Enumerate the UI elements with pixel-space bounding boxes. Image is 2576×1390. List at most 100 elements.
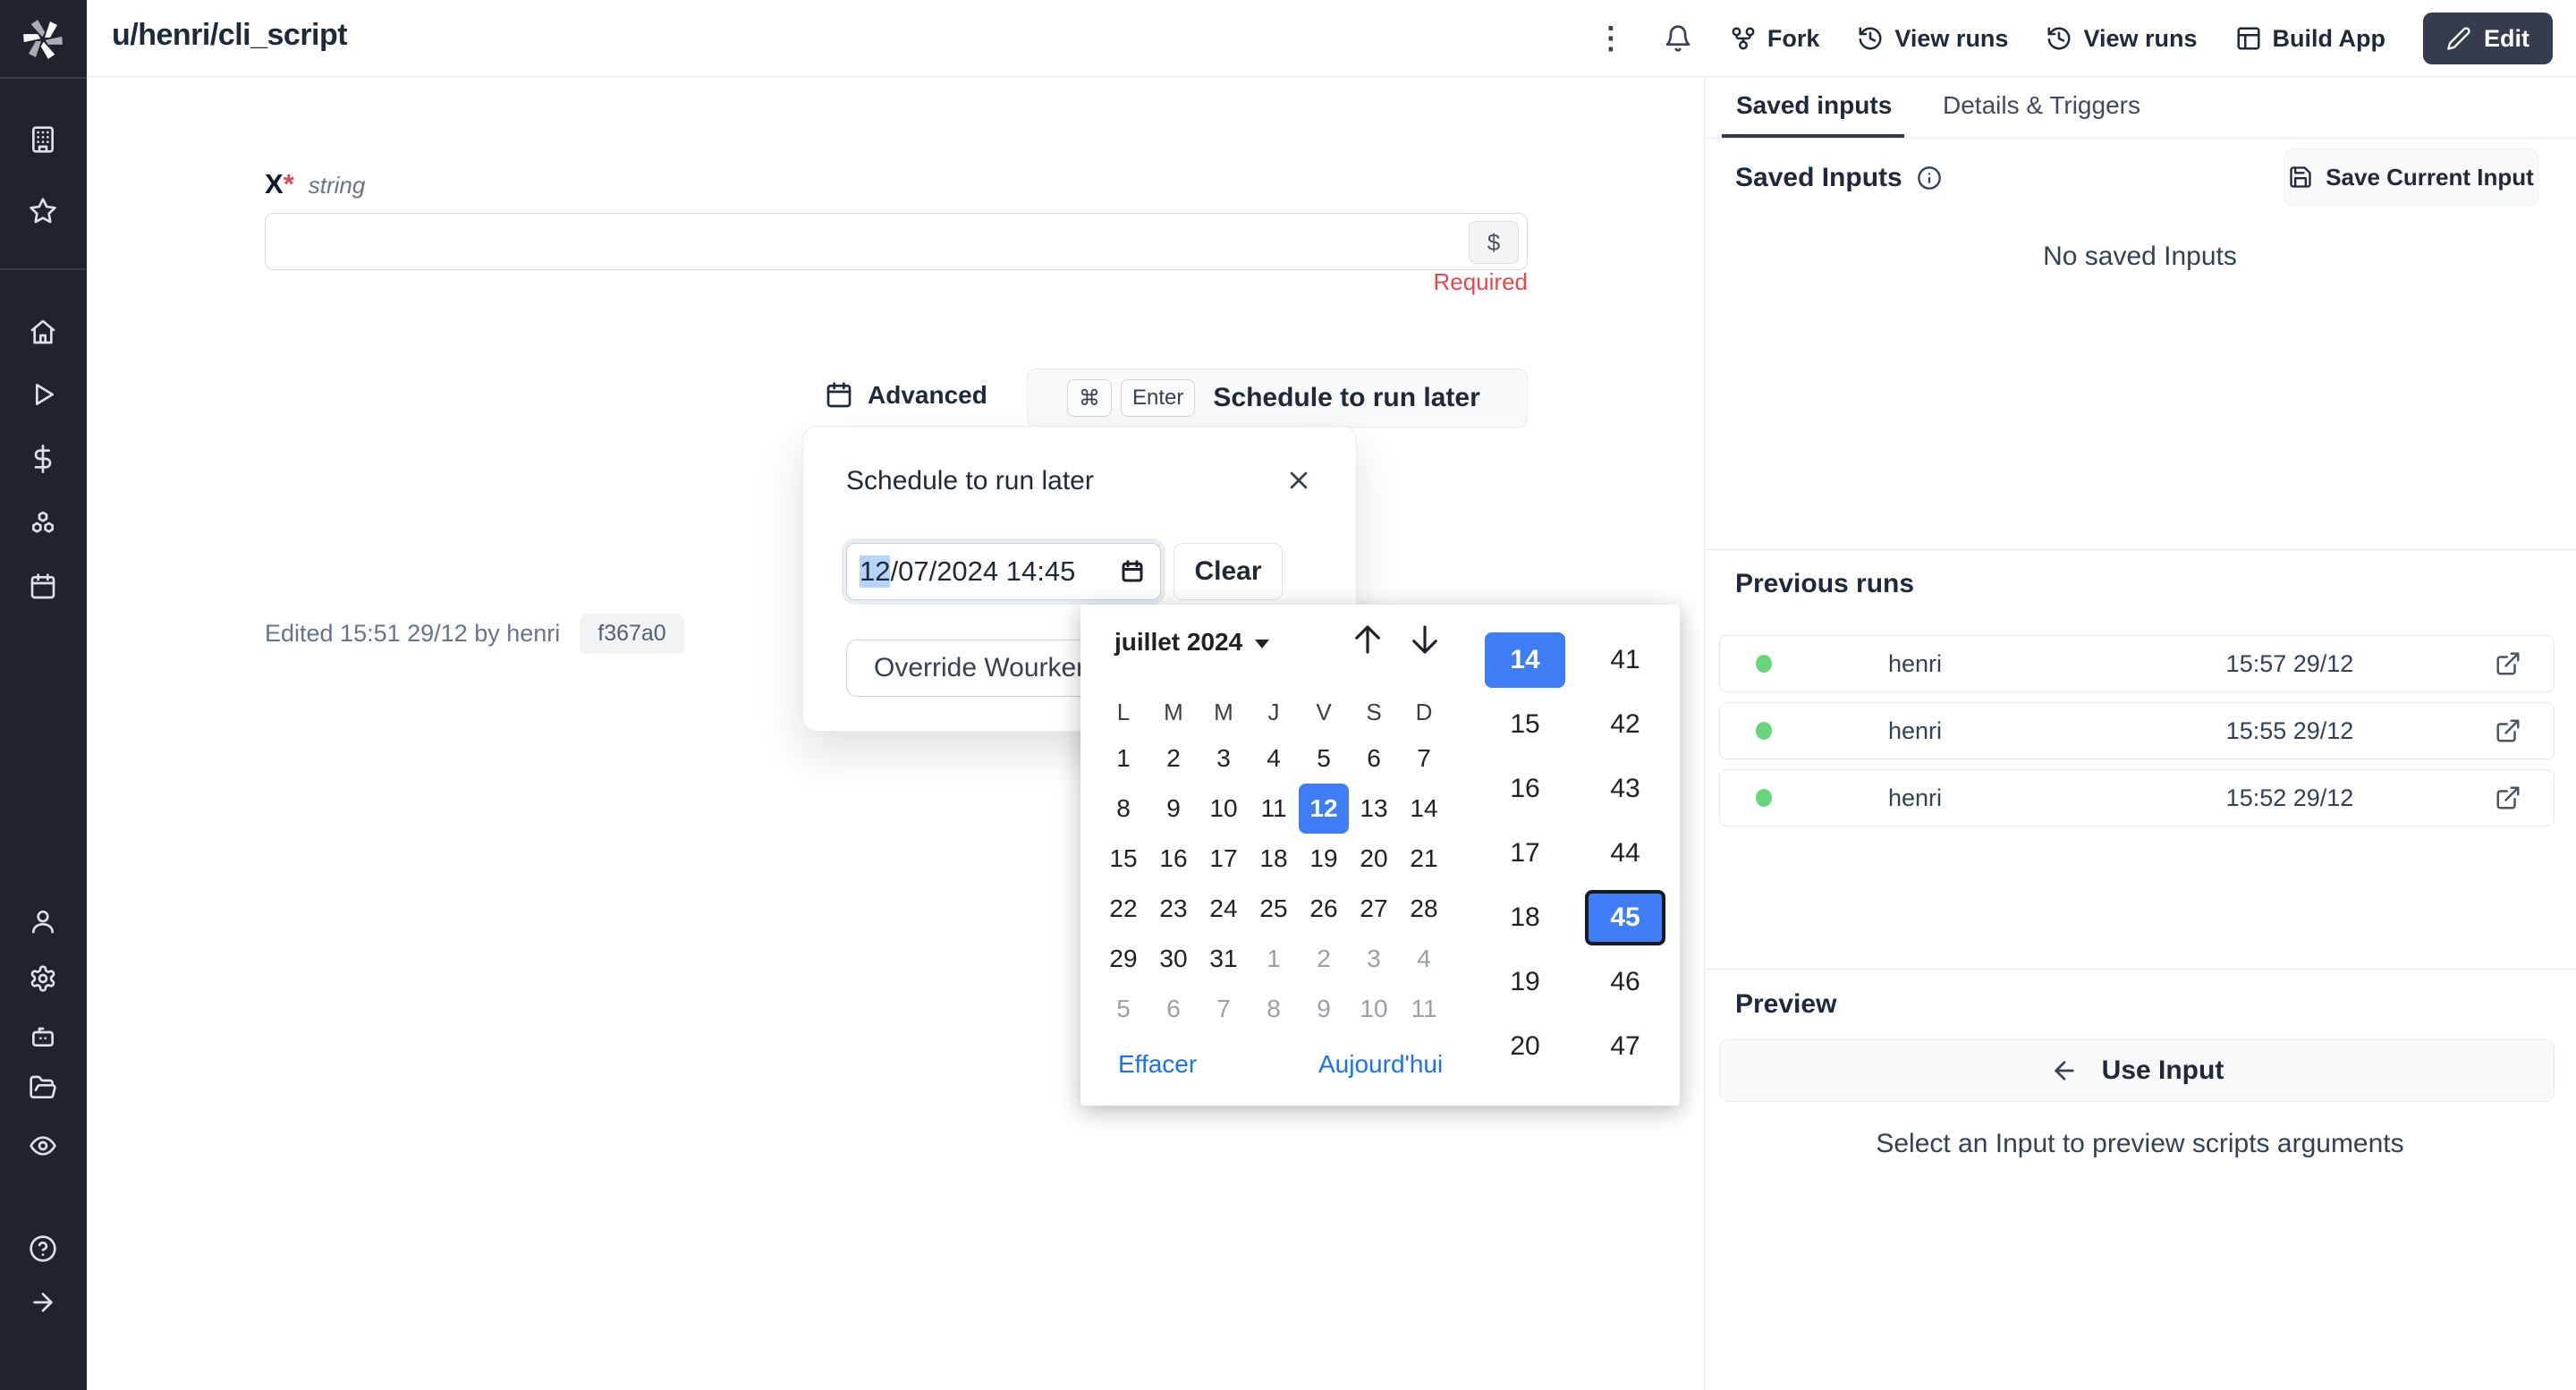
- save-current-input-button[interactable]: Save Current Input: [2284, 148, 2538, 206]
- previous-month-arrow-up-icon[interactable]: [1349, 619, 1386, 660]
- calendar-day[interactable]: 26: [1309, 894, 1338, 922]
- calendar-day[interactable]: 1: [1116, 744, 1131, 772]
- datetime-input[interactable]: 12 /07/2024 14:45: [846, 543, 1161, 600]
- calendar-day[interactable]: 9: [1166, 794, 1181, 822]
- calendar-day[interactable]: 20: [1360, 844, 1388, 872]
- calendar-day[interactable]: 8: [1267, 995, 1281, 1022]
- calendar-day[interactable]: 7: [1417, 744, 1431, 772]
- clear-button[interactable]: Clear: [1174, 543, 1283, 600]
- previous-run-row[interactable]: henri 15:55 29/12: [1719, 702, 2555, 759]
- minute-option[interactable]: 43: [1610, 774, 1640, 803]
- hour-option[interactable]: 16: [1510, 774, 1540, 803]
- calendar-day[interactable]: 13: [1360, 794, 1388, 822]
- calendar-day[interactable]: 5: [1317, 744, 1331, 772]
- calendar-day[interactable]: 27: [1360, 894, 1388, 922]
- previous-run-row[interactable]: henri 15:57 29/12: [1719, 635, 2555, 692]
- advanced-toggle[interactable]: Advanced: [825, 381, 987, 410]
- notifications-bell-icon[interactable]: [1664, 24, 1692, 53]
- runs-play-icon[interactable]: [29, 380, 57, 409]
- calendar-day[interactable]: 4: [1267, 744, 1281, 772]
- calendar-day[interactable]: 28: [1410, 894, 1438, 922]
- hour-option[interactable]: 20: [1510, 1031, 1540, 1061]
- folders-open-icon[interactable]: [29, 1073, 57, 1102]
- view-runs-button-1[interactable]: View runs: [1857, 25, 2008, 53]
- variable-picker-button[interactable]: $: [1469, 221, 1519, 264]
- home-icon[interactable]: [29, 318, 57, 346]
- calendar-day[interactable]: 16: [1159, 844, 1188, 872]
- more-menu-kebab-icon[interactable]: ⋮: [1595, 21, 1626, 55]
- calendar-day[interactable]: 15: [1109, 844, 1138, 872]
- users-person-icon[interactable]: [29, 907, 57, 936]
- hour-option-selected[interactable]: 14: [1485, 632, 1565, 688]
- calendar-day[interactable]: 10: [1360, 995, 1388, 1022]
- help-question-icon[interactable]: [29, 1234, 57, 1263]
- schedule-to-run-later-button[interactable]: ⌘ Enter Schedule to run later: [1027, 369, 1528, 428]
- workers-robot-icon[interactable]: [29, 1021, 57, 1050]
- expand-arrow-right-icon[interactable]: [29, 1288, 57, 1317]
- calendar-day[interactable]: 25: [1259, 894, 1288, 922]
- external-link-icon[interactable]: [2495, 784, 2521, 811]
- windmill-logo-icon[interactable]: [19, 15, 67, 64]
- minute-option[interactable]: 42: [1610, 709, 1640, 739]
- minute-option[interactable]: 44: [1610, 838, 1640, 868]
- calendar-day[interactable]: 6: [1367, 744, 1381, 772]
- minute-option[interactable]: 41: [1610, 645, 1640, 674]
- close-icon[interactable]: [1284, 466, 1313, 495]
- build-app-button[interactable]: Build App: [2235, 25, 2385, 53]
- edit-button[interactable]: Edit: [2423, 13, 2553, 64]
- calendar-day[interactable]: 8: [1116, 794, 1131, 822]
- calendar-day[interactable]: 19: [1309, 844, 1338, 872]
- fork-button[interactable]: Fork: [1730, 25, 1819, 53]
- calendar-clear-link[interactable]: Effacer: [1118, 1050, 1198, 1078]
- calendar-day[interactable]: 7: [1216, 995, 1231, 1022]
- calendar-day[interactable]: 30: [1159, 945, 1188, 972]
- next-month-arrow-down-icon[interactable]: [1406, 619, 1444, 660]
- view-runs-button-2[interactable]: View runs: [2046, 25, 2198, 53]
- minute-option-selected[interactable]: 45: [1585, 890, 1665, 945]
- month-dropdown[interactable]: juillet 2024: [1114, 628, 1270, 657]
- hour-option[interactable]: 18: [1510, 903, 1540, 932]
- calendar-day[interactable]: 21: [1410, 844, 1438, 872]
- tab-details-triggers[interactable]: Details & Triggers: [1943, 91, 2140, 119]
- calendar-day[interactable]: 22: [1109, 894, 1138, 922]
- calendar-day[interactable]: 3: [1216, 744, 1231, 772]
- schedules-calendar-icon[interactable]: [29, 572, 57, 601]
- favorites-star-icon[interactable]: [29, 197, 57, 225]
- calendar-day[interactable]: 1: [1267, 945, 1281, 972]
- calendar-day[interactable]: 2: [1317, 945, 1331, 972]
- variables-dollar-icon[interactable]: [29, 445, 57, 473]
- external-link-icon[interactable]: [2495, 717, 2521, 744]
- calendar-day[interactable]: 4: [1417, 945, 1431, 972]
- previous-run-row[interactable]: henri 15:52 29/12: [1719, 769, 2555, 826]
- calendar-day[interactable]: 3: [1367, 945, 1381, 972]
- calendar-day[interactable]: 2: [1166, 744, 1181, 772]
- tab-saved-inputs[interactable]: Saved inputs: [1736, 91, 1893, 119]
- calendar-picker-icon[interactable]: [1119, 558, 1146, 585]
- calendar-day[interactable]: 29: [1109, 945, 1138, 972]
- resources-boxes-icon[interactable]: [29, 509, 57, 538]
- settings-gear-icon[interactable]: [29, 964, 57, 993]
- calendar-day[interactable]: 14: [1410, 794, 1438, 822]
- use-input-button[interactable]: Use Input: [1719, 1039, 2555, 1102]
- script-hash-badge[interactable]: f367a0: [580, 614, 684, 654]
- hour-option[interactable]: 17: [1510, 838, 1540, 868]
- calendar-day[interactable]: 11: [1411, 995, 1437, 1022]
- minute-option[interactable]: 46: [1610, 967, 1640, 996]
- workspace-building-icon[interactable]: [29, 125, 57, 154]
- calendar-day[interactable]: 10: [1209, 794, 1238, 822]
- external-link-icon[interactable]: [2495, 650, 2521, 677]
- datetime-selected-segment[interactable]: 12: [860, 555, 891, 588]
- calendar-day[interactable]: 6: [1166, 995, 1181, 1022]
- calendar-day[interactable]: 24: [1209, 894, 1238, 922]
- calendar-day[interactable]: 17: [1209, 844, 1238, 872]
- hour-option[interactable]: 15: [1510, 709, 1540, 739]
- calendar-day[interactable]: 18: [1259, 844, 1288, 872]
- info-icon[interactable]: [1917, 165, 1942, 191]
- hour-option[interactable]: 19: [1510, 967, 1540, 996]
- audit-eye-icon[interactable]: [29, 1131, 57, 1160]
- datetime-rest[interactable]: /07/2024 14:45: [890, 555, 1076, 587]
- calendar-day-selected[interactable]: 12: [1299, 784, 1349, 834]
- calendar-day[interactable]: 5: [1116, 995, 1131, 1022]
- calendar-today-link[interactable]: Aujourd'hui: [1318, 1050, 1444, 1078]
- string-input[interactable]: $: [265, 213, 1528, 270]
